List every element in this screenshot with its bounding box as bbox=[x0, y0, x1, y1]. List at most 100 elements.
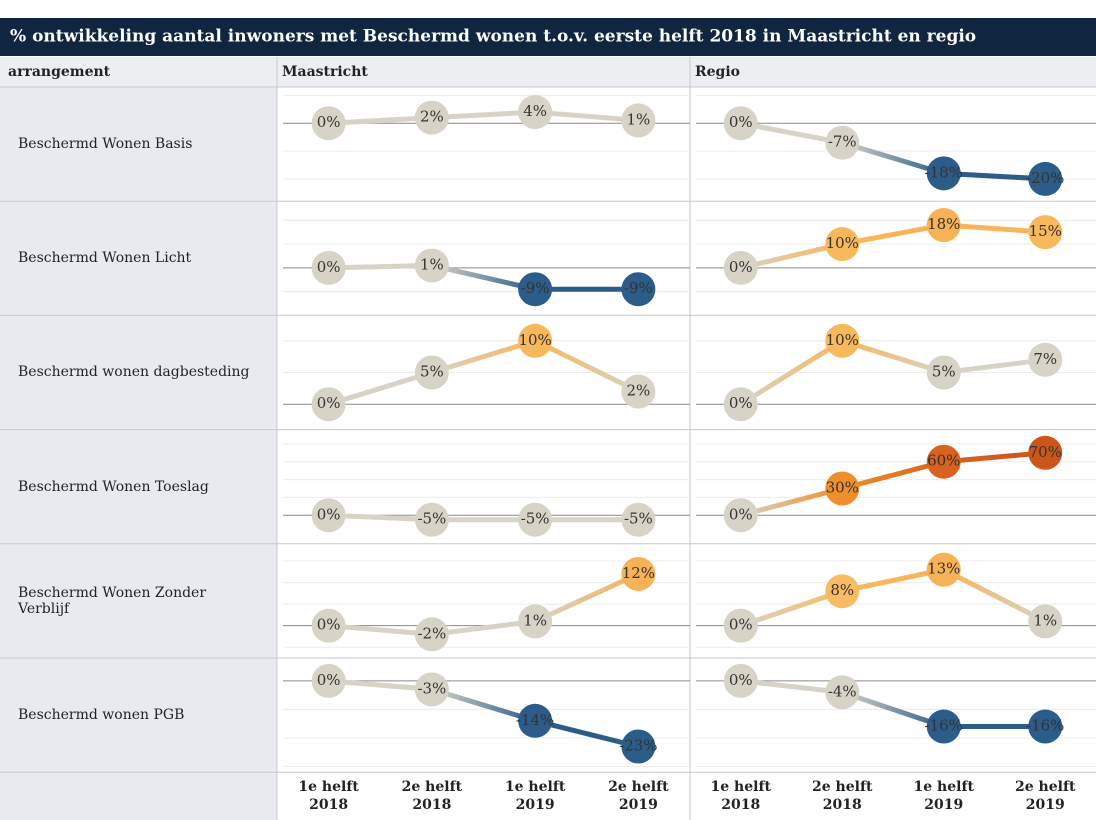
data-label: 1% bbox=[420, 255, 444, 273]
series-line bbox=[327, 338, 640, 407]
x-tick-label: 2e helft 2018 bbox=[401, 779, 463, 814]
series-line bbox=[328, 678, 639, 749]
point bbox=[621, 103, 656, 138]
x-tick-label: 1e helft 2019 bbox=[504, 779, 566, 814]
point bbox=[414, 617, 449, 652]
data-label: 0% bbox=[317, 505, 341, 523]
point bbox=[825, 227, 860, 262]
data-label: 0% bbox=[317, 113, 341, 131]
point bbox=[518, 272, 553, 307]
point bbox=[723, 608, 758, 643]
point bbox=[1028, 709, 1063, 744]
data-label: 1% bbox=[523, 611, 547, 629]
point bbox=[518, 703, 553, 738]
point bbox=[825, 125, 860, 160]
data-label: 0% bbox=[317, 616, 341, 634]
point bbox=[311, 663, 346, 698]
point bbox=[311, 250, 346, 285]
row-label: Beschermd Wonen Licht bbox=[18, 250, 192, 267]
series-line bbox=[740, 222, 1046, 271]
point bbox=[825, 574, 860, 609]
point bbox=[723, 387, 758, 422]
point bbox=[311, 608, 346, 643]
series-line bbox=[739, 338, 1046, 407]
x-tick-label: 1e helft 2018 bbox=[710, 779, 771, 814]
point bbox=[414, 355, 449, 390]
point bbox=[518, 323, 553, 358]
point bbox=[825, 675, 860, 710]
point bbox=[621, 729, 656, 764]
point bbox=[926, 552, 961, 587]
point bbox=[723, 106, 758, 141]
x-tick-label: 1e helft 2019 bbox=[913, 779, 974, 814]
data-label: 30% bbox=[826, 478, 859, 496]
point bbox=[926, 156, 961, 191]
point bbox=[311, 498, 346, 533]
data-label: -9% bbox=[624, 279, 653, 297]
data-label: 10% bbox=[518, 331, 551, 349]
data-label: 18% bbox=[927, 215, 960, 233]
point bbox=[1028, 215, 1063, 250]
point bbox=[926, 207, 961, 242]
data-label: 0% bbox=[317, 394, 341, 412]
data-label: -18% bbox=[925, 163, 963, 181]
point bbox=[621, 374, 656, 409]
data-label: -2% bbox=[417, 624, 446, 642]
data-label: 1% bbox=[626, 110, 650, 128]
data-label: 0% bbox=[729, 616, 753, 634]
data-label: 13% bbox=[927, 560, 960, 578]
data-label: 5% bbox=[932, 363, 956, 381]
title-bar bbox=[0, 18, 1096, 56]
column-header: Regio bbox=[695, 64, 740, 80]
data-label: 12% bbox=[622, 564, 655, 582]
row-header: arrangement bbox=[8, 64, 111, 80]
data-label: 10% bbox=[826, 234, 859, 252]
data-label: -14% bbox=[516, 711, 554, 729]
row-label: Beschermd wonen dagbesteding bbox=[18, 364, 250, 381]
point bbox=[723, 250, 758, 285]
series-line bbox=[740, 450, 1046, 518]
point bbox=[414, 100, 449, 135]
point bbox=[518, 502, 553, 537]
chart-title: % ontwikkeling aantal inwoners met Besch… bbox=[10, 27, 976, 47]
row-label: Beschermd wonen PGB bbox=[18, 707, 185, 724]
point bbox=[723, 663, 758, 698]
point bbox=[1028, 604, 1063, 639]
point bbox=[825, 471, 860, 506]
point bbox=[518, 95, 553, 130]
point bbox=[1028, 342, 1063, 377]
x-tick-label: 2e helft 2019 bbox=[608, 779, 669, 814]
data-label: 10% bbox=[826, 331, 859, 349]
data-label: -5% bbox=[624, 510, 653, 528]
point bbox=[311, 106, 346, 141]
data-label: 15% bbox=[1029, 222, 1062, 240]
data-label: -16% bbox=[925, 717, 963, 735]
point bbox=[825, 323, 860, 358]
data-label: 5% bbox=[420, 363, 444, 381]
data-label: 0% bbox=[729, 113, 753, 131]
data-label: -5% bbox=[417, 510, 446, 528]
data-label: 8% bbox=[830, 581, 854, 599]
data-label: -7% bbox=[828, 133, 857, 151]
data-label: 4% bbox=[523, 102, 547, 120]
column-header: Maastricht bbox=[282, 64, 368, 80]
data-label: -16% bbox=[1026, 717, 1064, 735]
data-label: -9% bbox=[521, 279, 550, 297]
row-label: Beschermd Wonen Basis bbox=[18, 136, 193, 153]
point bbox=[621, 272, 656, 307]
data-label: -4% bbox=[828, 682, 857, 700]
data-label: 70% bbox=[1029, 443, 1062, 461]
row-label: Beschermd Wonen Toeslag bbox=[18, 478, 209, 495]
series-line bbox=[328, 512, 639, 523]
data-label: 0% bbox=[729, 258, 753, 276]
point bbox=[414, 248, 449, 283]
data-label: 0% bbox=[317, 258, 341, 276]
data-label: 60% bbox=[927, 452, 960, 470]
data-label: 1% bbox=[1033, 611, 1057, 629]
point bbox=[926, 709, 961, 744]
series-line bbox=[740, 678, 1046, 730]
row-header-column bbox=[0, 87, 277, 820]
point bbox=[621, 502, 656, 537]
